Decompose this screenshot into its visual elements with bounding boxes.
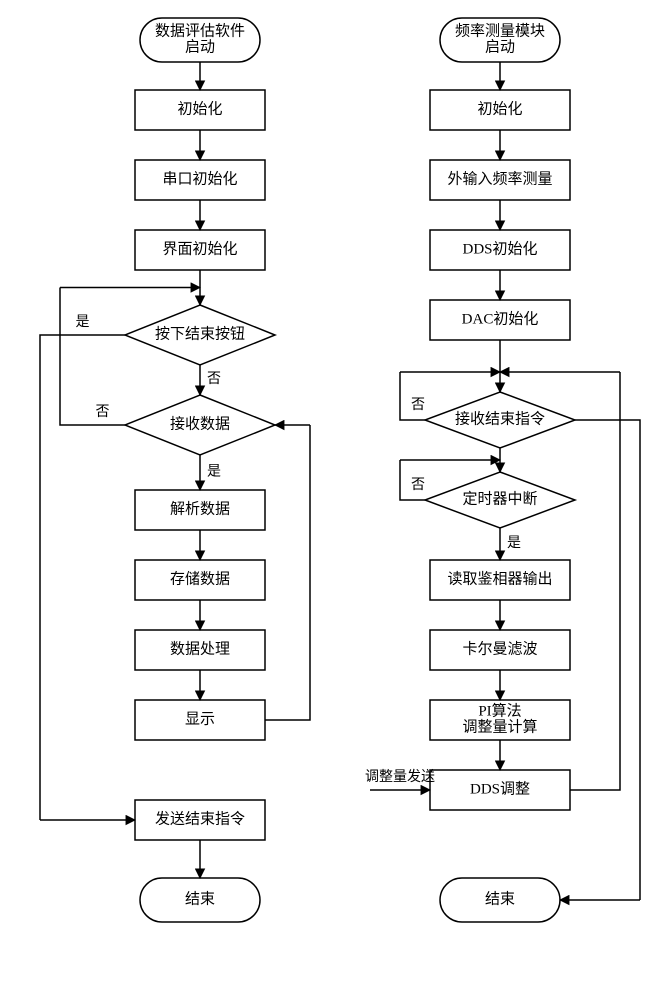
left-end-label: 结束 [185, 890, 215, 907]
left-recv-data-label: 接收数据 [170, 415, 230, 432]
left-serial-init-label: 串口初始化 [162, 170, 237, 187]
e-l-disp1 [265, 425, 310, 720]
lbl-recv-no: 否 [96, 405, 110, 420]
right-start-label: 频率测量模块 [455, 22, 545, 39]
left-ui-init-label: 界面初始化 [162, 240, 237, 257]
lbl-press-yes: 是 [76, 315, 90, 330]
left-send-end-label: 发送结束指令 [155, 810, 245, 827]
lbl-recv-yes: 是 [207, 465, 221, 480]
right-dds-init-label: DDS初始化 [462, 240, 537, 257]
left-press-end-label: 按下结束按钮 [155, 325, 245, 342]
e-r-loop1 [570, 372, 620, 790]
lbl-recv-end-no: 否 [411, 398, 425, 413]
right-kalman-label: 卡尔曼滤波 [462, 640, 537, 657]
left-start-label: 启动 [185, 38, 215, 55]
lbl-timer-yes: 是 [507, 536, 521, 551]
flowchart-canvas: 数据评估软件启动初始化串口初始化界面初始化按下结束按钮接收数据解析数据存储数据数… [0, 0, 661, 1000]
right-pi-label: 调整量计算 [462, 717, 537, 735]
right-timer-label: 定时器中断 [462, 490, 537, 507]
right-read-pd-label: 读取鉴相器输出 [447, 570, 552, 587]
e-r-endbypass1 [575, 420, 640, 900]
e-l-yes1 [40, 335, 125, 820]
left-store-label: 存储数据 [170, 570, 230, 587]
left-process-label: 数据处理 [170, 640, 230, 657]
lbl-press-no: 否 [207, 372, 221, 387]
left-display-label: 显示 [185, 711, 215, 727]
right-init-label: 初始化 [477, 100, 522, 117]
right-dds-adj-label: DDS调整 [470, 780, 530, 797]
lbl-adj-send: 调整量发送 [365, 769, 435, 785]
right-ext-freq-label: 外输入频率测量 [447, 170, 552, 187]
right-dac-init-label: DAC初始化 [462, 310, 539, 327]
left-init-label: 初始化 [177, 100, 222, 117]
left-parse-label: 解析数据 [170, 500, 230, 517]
lbl-timer-no: 否 [411, 478, 425, 493]
right-start-label: 启动 [485, 38, 515, 55]
right-end-label: 结束 [485, 890, 515, 907]
left-start-label: 数据评估软件 [155, 22, 245, 39]
right-pi-label: PI算法 [478, 701, 521, 719]
right-recv-end-label: 接收结束指令 [455, 410, 545, 427]
e-l-recvno1 [60, 288, 125, 426]
